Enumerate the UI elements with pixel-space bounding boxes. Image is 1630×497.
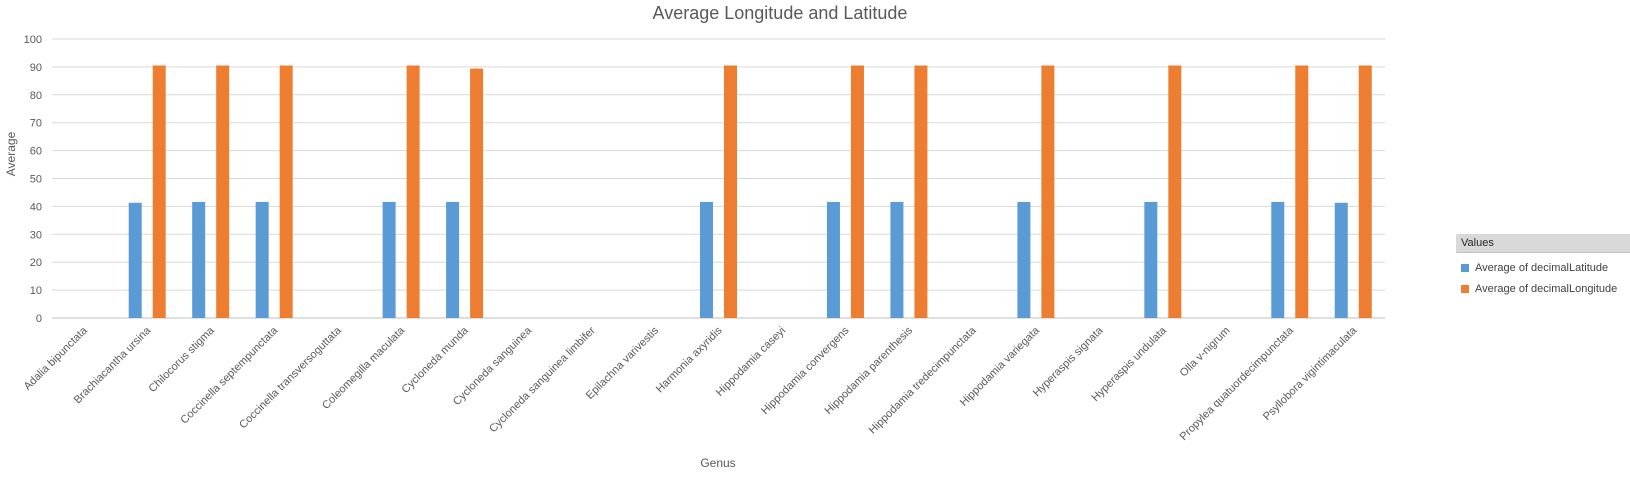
bar-latitude xyxy=(890,201,904,318)
bar-latitude xyxy=(192,201,206,318)
bar-longitude xyxy=(724,65,737,318)
x-tick-label: Coccinella transversoguttata xyxy=(237,324,344,431)
x-axis-title: Genus xyxy=(700,456,735,470)
x-tick-label: Cycloneda sanguinea limbifer xyxy=(487,324,598,435)
bar-longitude xyxy=(1168,65,1182,318)
x-tick-label: Propylea quatuordecimpunctata xyxy=(1178,324,1297,443)
bar-latitude xyxy=(826,201,840,318)
legend-swatch-latitude xyxy=(1461,264,1469,272)
legend: Values Average of decimalLatitude Averag… xyxy=(1456,234,1630,295)
x-tick-label: Chilocorus stigma xyxy=(147,324,218,395)
legend-item-longitude: Average of decimalLongitude xyxy=(1456,283,1630,295)
bar-longitude xyxy=(914,65,928,318)
y-tick-label: 10 xyxy=(30,285,42,297)
bar-latitude xyxy=(1271,201,1285,318)
x-tick-label: Epilachna varivestis xyxy=(584,324,662,402)
bar-longitude xyxy=(470,68,484,318)
bar-latitude xyxy=(1334,202,1348,318)
bar-longitude xyxy=(850,65,864,318)
legend-title: Values xyxy=(1456,234,1630,253)
bar-longitude xyxy=(216,65,230,318)
x-tick-label: Cycloneda munda xyxy=(400,324,472,396)
y-tick-label: 50 xyxy=(30,174,42,186)
bar-longitude xyxy=(1358,65,1372,318)
legend-label-latitude: Average of decimalLatitude xyxy=(1475,262,1609,274)
y-tick-label: 90 xyxy=(30,62,42,74)
legend-swatch-longitude xyxy=(1461,285,1469,293)
bar-latitude xyxy=(446,201,460,318)
bar-latitude xyxy=(255,201,269,318)
bar-longitude xyxy=(1041,65,1055,318)
y-tick-label: 0 xyxy=(36,313,42,325)
bar-longitude xyxy=(406,65,420,318)
x-tick-label: Hippodamia tredecimpunctata xyxy=(867,324,979,436)
legend-item-latitude: Average of decimalLatitude xyxy=(1456,262,1630,274)
x-tick-label: Olla v-nigrum xyxy=(1178,325,1233,380)
bar-longitude xyxy=(152,65,166,318)
bar-latitude xyxy=(1144,201,1158,318)
y-axis-title: Average xyxy=(4,131,18,176)
x-tick-label: Hyperaspis signata xyxy=(1031,324,1106,399)
bar-longitude xyxy=(1295,65,1309,318)
y-tick-label: 80 xyxy=(30,90,42,102)
legend-label-longitude: Average of decimalLongitude xyxy=(1475,283,1618,295)
bar-latitude xyxy=(128,202,142,318)
bar-latitude xyxy=(700,201,713,318)
y-tick-label: 40 xyxy=(30,201,42,213)
x-tick-label: Hippodamia caseyi xyxy=(714,325,788,399)
bar-latitude xyxy=(382,201,396,318)
y-tick-label: 20 xyxy=(30,257,42,269)
bar-latitude xyxy=(1017,201,1031,318)
y-tick-label: 30 xyxy=(30,229,42,241)
y-tick-label: 70 xyxy=(30,118,42,130)
chart-title: Average Longitude and Latitude xyxy=(653,3,908,23)
x-tick-label: Harmonia axyridis xyxy=(654,324,725,395)
bar-longitude xyxy=(279,65,293,318)
y-tick-label: 60 xyxy=(30,146,42,158)
x-tick-label: Adalia bipunctata xyxy=(22,324,91,393)
y-tick-label: 100 xyxy=(24,34,42,46)
